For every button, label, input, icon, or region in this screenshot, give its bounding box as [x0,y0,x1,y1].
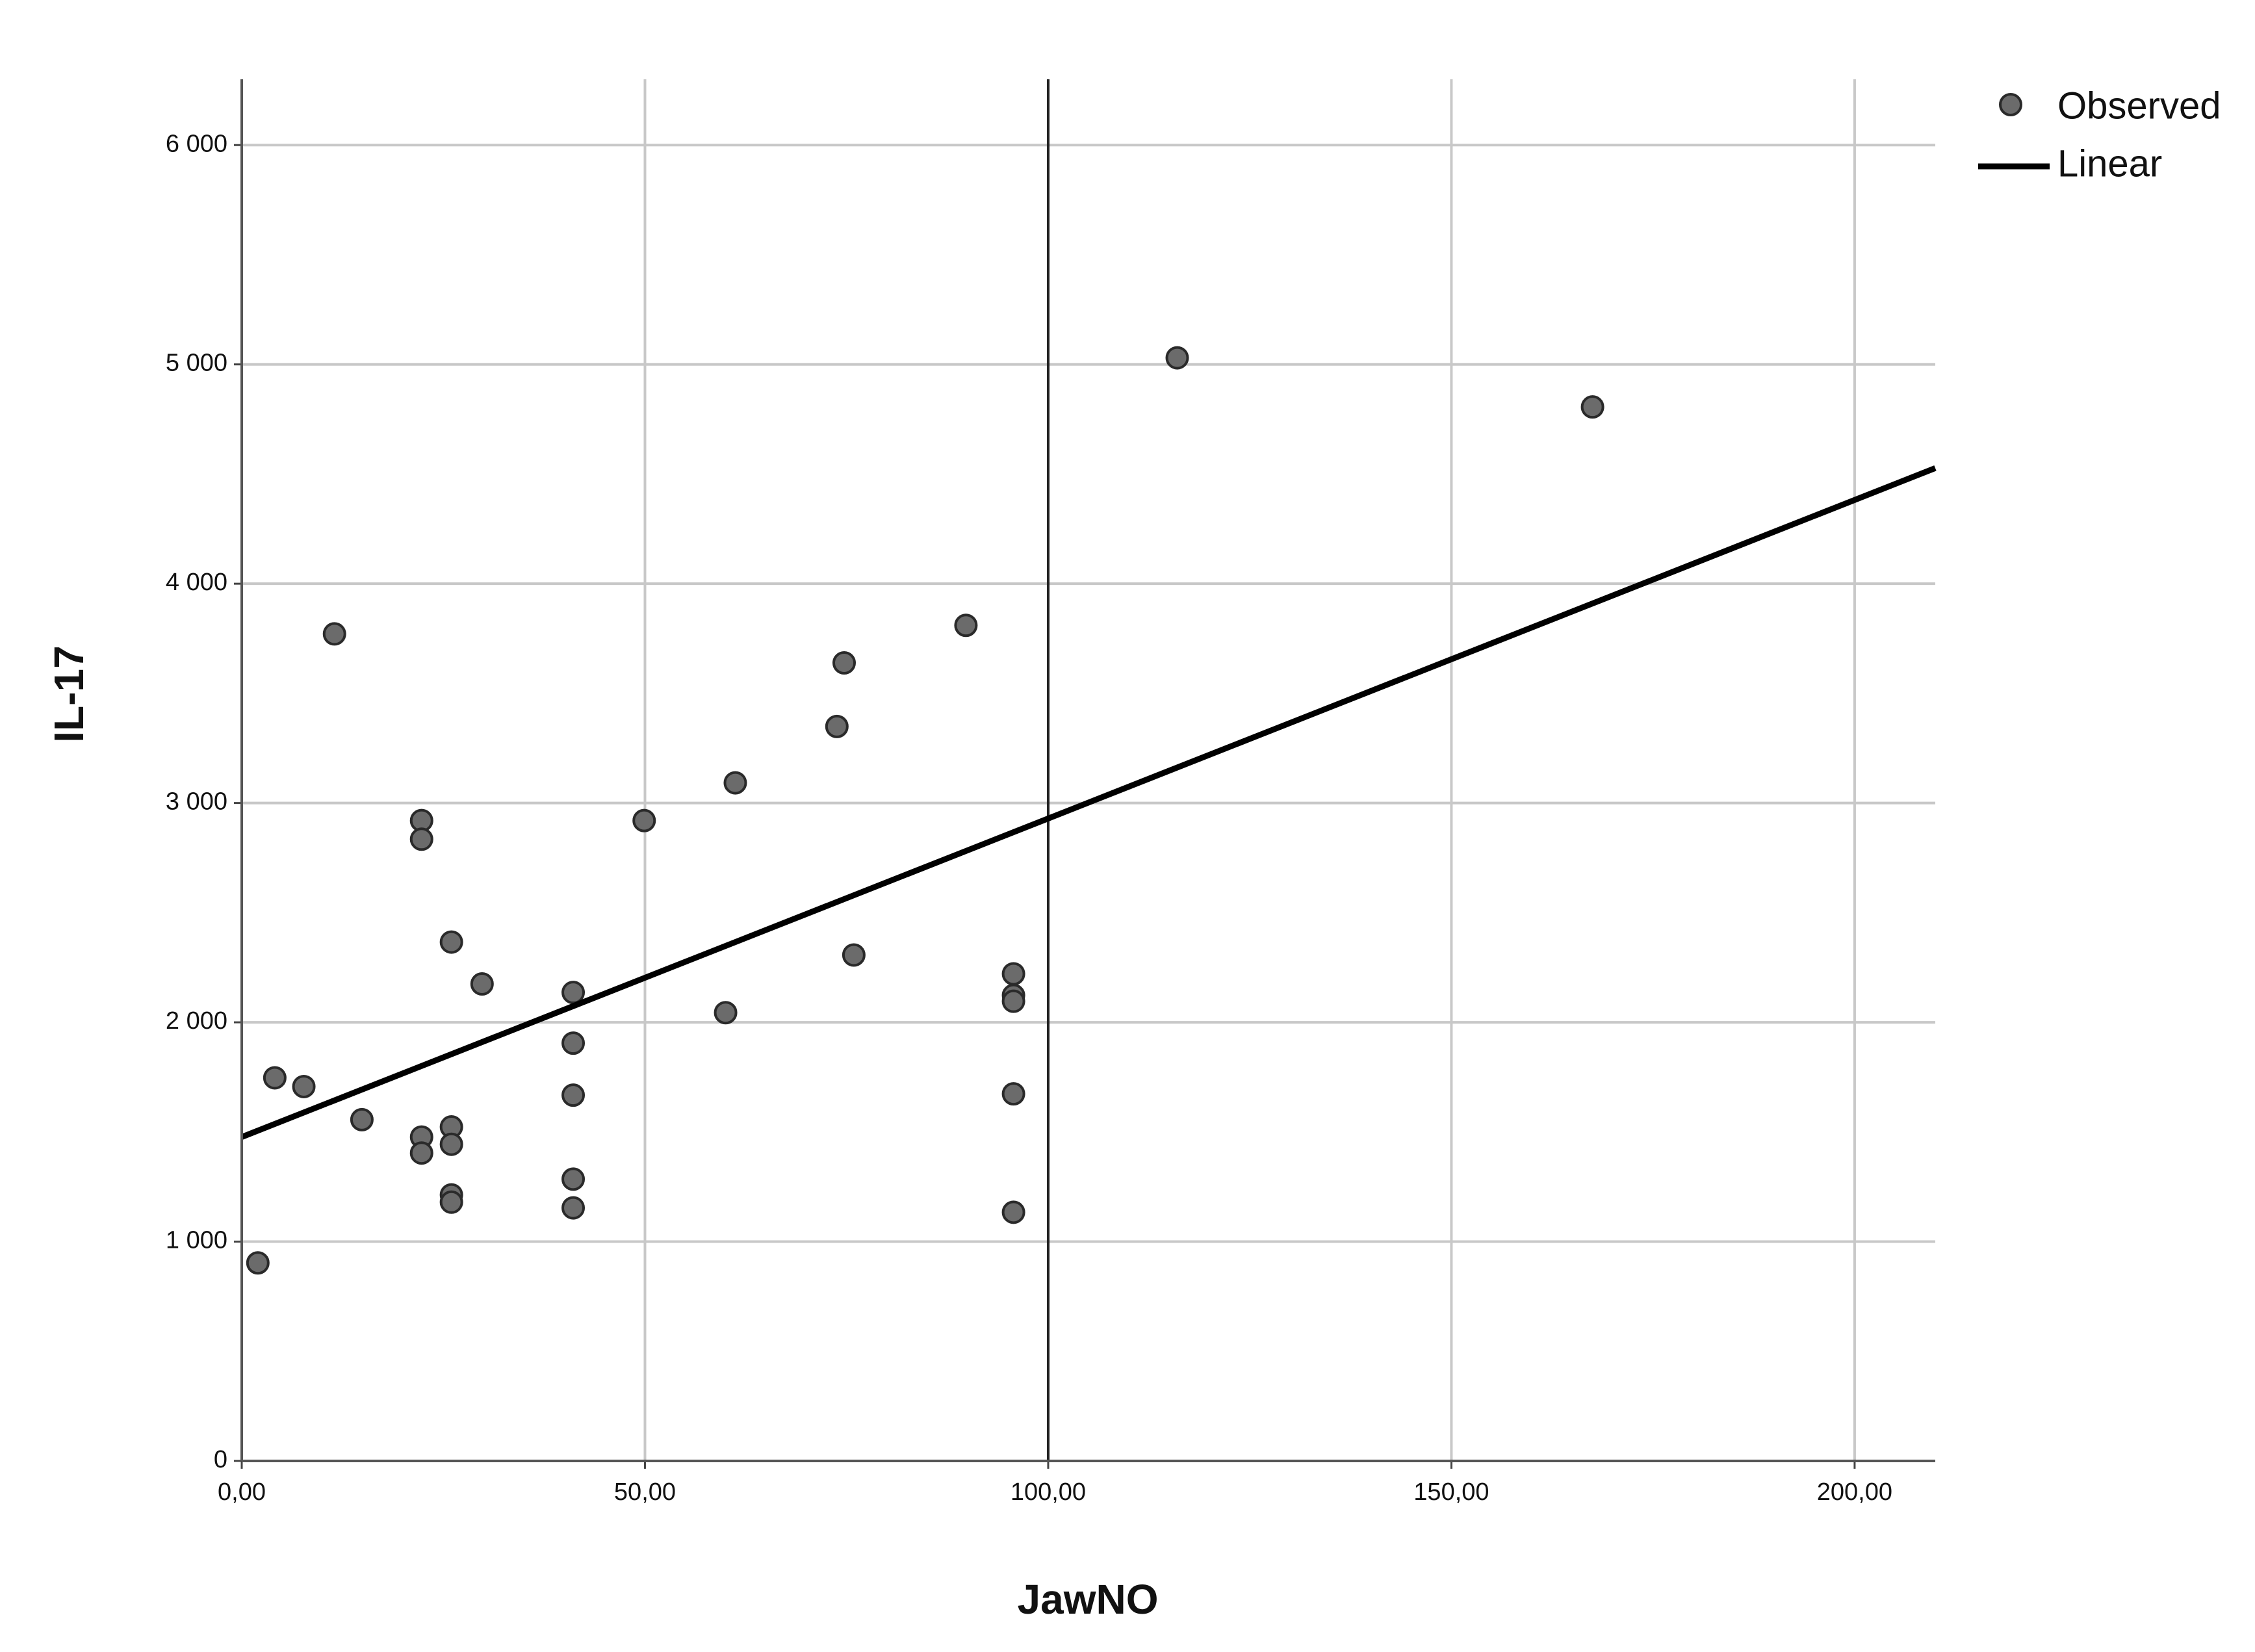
data-point [409,827,433,851]
data-point [263,1066,287,1090]
y-axis-title: IL-17 [45,645,92,742]
legend-label: Observed [2057,84,2221,127]
legend-label: Linear [2057,142,2162,185]
data-point [246,1251,270,1275]
data-point [723,771,747,795]
x-tick-label: 50,00 [614,1478,676,1506]
x-axis-title: JawNO [1018,1576,1159,1623]
y-tick-label: 2 000 [166,1007,227,1035]
fit-line [240,465,1937,1140]
y-tick-label: 5 000 [166,350,227,377]
y-tick-label: 1 000 [166,1227,227,1254]
data-point [439,1132,463,1156]
data-point [1001,1200,1025,1224]
data-point [292,1074,316,1098]
data-point [470,972,494,996]
y-tick-label: 3 000 [166,788,227,816]
data-point [561,1196,586,1220]
data-point [409,1141,433,1165]
data-point [1001,1082,1025,1106]
data-point [439,1190,463,1214]
plot-area [240,79,1937,1461]
data-point [1165,346,1189,370]
data-point [561,981,586,1005]
data-point [714,1001,738,1025]
data-point [350,1107,374,1131]
data-point [632,808,656,832]
x-tick-label: 100,00 [1011,1478,1086,1506]
x-tick-label: 200,00 [1817,1478,1892,1506]
data-point [1580,395,1604,419]
legend-marker [1999,93,2022,116]
x-tick-label: 150,00 [1413,1478,1489,1506]
data-point [832,651,856,675]
y-tick-label: 4 000 [166,569,227,596]
data-point [439,930,463,954]
data-point [1001,962,1025,986]
data-point [561,1167,586,1191]
data-point [825,714,849,738]
x-tick-label: 0,00 [218,1478,266,1506]
data-point [1001,989,1025,1013]
data-point [561,1083,586,1107]
data-point [954,613,978,638]
data-point [561,1031,586,1055]
data-point [842,943,866,967]
y-tick-label: 6 000 [166,130,227,157]
y-tick-label: 0 [214,1446,227,1473]
data-point [322,622,346,646]
